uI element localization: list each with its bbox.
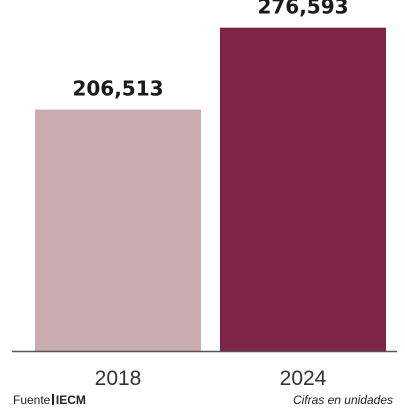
- units-note: Cifras en unidades: [292, 393, 393, 407]
- value-label-2018: 206,513: [72, 77, 163, 101]
- value-label-2024: 276,593: [257, 0, 348, 19]
- bar-2018: [35, 109, 201, 352]
- source-prefix: Fuente: [13, 393, 51, 407]
- source-credit: Fuente IECM: [13, 393, 86, 407]
- chart-footer: Fuente IECM Cifras en unidades: [0, 393, 405, 407]
- x-tick-label-2024: 2024: [280, 367, 327, 390]
- source-organization: IECM: [55, 393, 86, 407]
- bar-2024: [220, 27, 386, 351]
- x-tick-label-2018: 2018: [95, 367, 142, 390]
- source-separator: [52, 394, 54, 405]
